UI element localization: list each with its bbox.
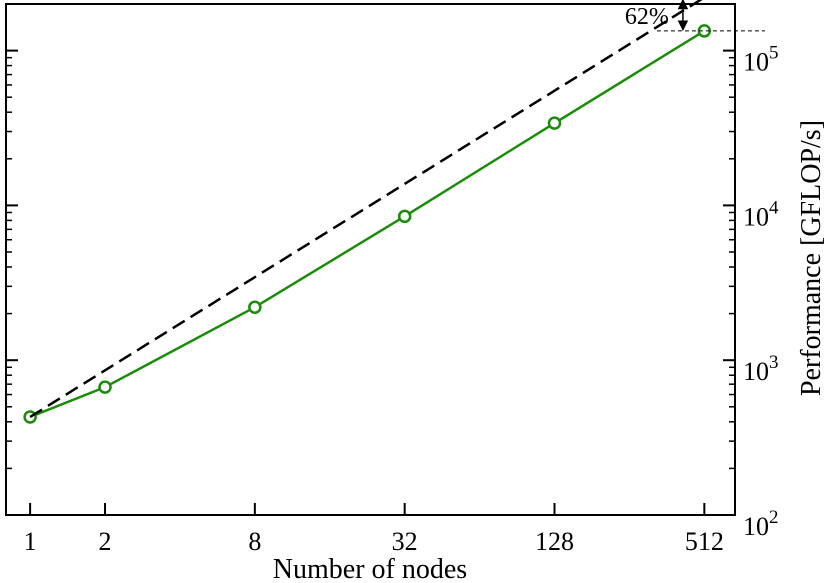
x-tick-label: 32 bbox=[392, 527, 418, 556]
series-layer bbox=[23, 0, 712, 424]
x-tick-label: 128 bbox=[535, 527, 574, 556]
ideal-scaling-line bbox=[29, 0, 703, 419]
x-tick-label: 1 bbox=[24, 527, 37, 556]
annotation: 62% bbox=[625, 0, 765, 32]
x-tick-label: 8 bbox=[248, 527, 261, 556]
data-point bbox=[547, 116, 562, 130]
data-point bbox=[397, 209, 412, 224]
performance-line bbox=[29, 29, 705, 419]
x-tick-label: 512 bbox=[685, 527, 724, 556]
annotation-label: 62% bbox=[625, 4, 669, 30]
y-axis-title: Performance [GFLOP/s] bbox=[796, 120, 827, 396]
y-axis: 102 103 104 105 bbox=[6, 3, 779, 541]
y-tick-label: 103 bbox=[743, 352, 779, 386]
x-axis-title: Number of nodes bbox=[273, 554, 467, 583]
x-axis: 1 2 8 32 128 512 bbox=[24, 503, 724, 556]
plot-frame bbox=[5, 3, 736, 516]
y-tick-label: 102 bbox=[743, 507, 779, 541]
x-tick-label: 2 bbox=[99, 527, 112, 556]
data-point bbox=[248, 300, 262, 314]
y-tick-label: 105 bbox=[743, 43, 779, 77]
y-tick-label: 104 bbox=[743, 197, 779, 231]
data-point bbox=[98, 380, 112, 394]
